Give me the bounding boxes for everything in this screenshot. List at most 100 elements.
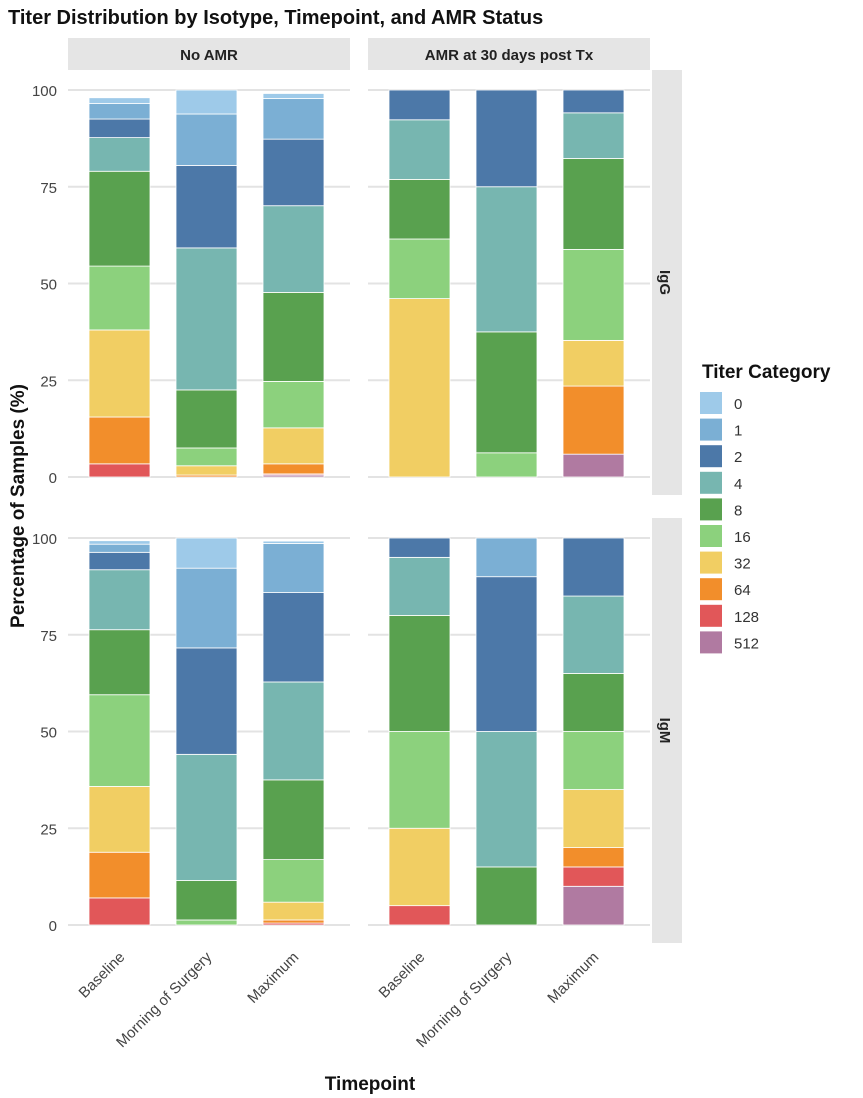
bar-segment-titer-32	[88, 786, 151, 853]
bar-segment-titer-8	[388, 615, 451, 732]
legend-swatch	[700, 392, 722, 414]
bar-segment-titer-8	[262, 779, 325, 860]
bar-segment-titer-32	[562, 789, 625, 848]
bar-segment-titer-2	[262, 138, 325, 207]
bar-segment-titer-8	[175, 880, 238, 921]
bar-segment-titer-4	[388, 119, 451, 180]
bar-segment-titer-128	[88, 897, 151, 926]
bar-segment-titer-4	[262, 205, 325, 293]
bar-segment-titer-64	[562, 847, 625, 868]
bar-segment-titer-128	[88, 463, 151, 478]
bar-segment-titer-32	[262, 901, 325, 921]
bar-segment-titer-16	[262, 859, 325, 903]
legend-swatch	[700, 498, 722, 521]
legend-label: 32	[734, 556, 751, 573]
y-axis-label: Percentage of Samples (%)	[8, 384, 29, 628]
bar-segment-titer-2	[88, 551, 151, 571]
bar-segment-titer-2	[388, 89, 451, 121]
bar-segment-titer-16	[175, 919, 238, 926]
bar-segment-titer-512	[562, 885, 625, 926]
bar-segment-titer-64	[88, 851, 151, 899]
bar-segment-titer-2	[475, 89, 538, 188]
bar-segment-titer-64	[88, 416, 151, 465]
bar-segment-titer-32	[388, 827, 451, 907]
legend-title: Titer Category	[702, 362, 831, 383]
bar-segment-titer-32	[88, 329, 151, 418]
facet-strip-col	[368, 38, 650, 70]
bar-segment-titer-8	[388, 178, 451, 240]
bar-segment-titer-16	[475, 452, 538, 478]
legend-label: 4	[734, 476, 742, 493]
facet-strip-row	[652, 70, 682, 495]
legend-label: 1	[734, 423, 742, 440]
bar-segment-titer-2	[475, 576, 538, 732]
bar-segment-titer-2	[88, 118, 151, 139]
legend-swatch	[700, 418, 722, 441]
y-tick-label: 100	[32, 531, 57, 548]
bar-segment-titer-16	[88, 265, 151, 331]
bar-segment-titer-32	[562, 339, 625, 387]
bar-segment-titer-1	[475, 537, 538, 578]
y-tick-label: 100	[32, 83, 57, 100]
bar-segment-titer-1	[88, 103, 151, 120]
bar-segment-titer-1	[262, 543, 325, 593]
bar-segment-titer-16	[262, 381, 325, 429]
y-tick-label: 0	[49, 470, 57, 487]
bar-segment-titer-0	[262, 540, 325, 544]
y-tick-label: 75	[40, 628, 57, 645]
bar-segment-titer-8	[175, 389, 238, 449]
bar-segment-titer-0	[262, 93, 325, 99]
bar-segment-titer-8	[562, 673, 625, 732]
bar-segment-titer-2	[175, 647, 238, 755]
x-tick-label: Morning of Surgery	[113, 948, 216, 1051]
y-tick-label: 50	[40, 277, 57, 294]
bar-segment-titer-0	[175, 89, 238, 115]
x-tick-label: Maximum	[544, 949, 602, 1007]
facet-strip-row	[652, 518, 682, 943]
bar-segment-titer-64	[562, 385, 625, 455]
legend-swatch	[700, 525, 722, 547]
facet-strip-col	[68, 38, 350, 70]
x-tick-label: Maximum	[244, 949, 302, 1007]
bar-segment-titer-4	[562, 112, 625, 159]
y-tick-label: 50	[40, 725, 57, 742]
legend-swatch	[700, 631, 722, 654]
bar-segment-titer-0	[175, 537, 238, 569]
bar-segment-titer-0	[88, 97, 151, 104]
bar-segment-titer-64	[262, 919, 325, 924]
facet-label-col: AMR at 30 days post Tx	[425, 47, 594, 64]
legend: Titer Category 0 1 2 4 8 16 32 64 128 512	[700, 362, 831, 654]
bar-segment-titer-4	[175, 247, 238, 391]
legend-label: 128	[734, 609, 759, 626]
y-tick-label: 25	[40, 821, 57, 838]
chart-title: Titer Distribution by Isotype, Timepoint…	[8, 7, 543, 29]
bar-segment-titer-4	[562, 595, 625, 674]
legend-label: 0	[734, 396, 742, 413]
bar-segment-titer-1	[175, 567, 238, 649]
legend-swatch	[700, 604, 722, 627]
bar-segment-titer-16	[88, 694, 151, 787]
bar-segment-titer-2	[562, 89, 625, 114]
x-axis-label: Timepoint	[325, 1074, 416, 1095]
bar-segment-titer-8	[475, 866, 538, 926]
bar-segment-titer-1	[88, 543, 151, 553]
bar-segment-titer-1	[262, 98, 325, 140]
bar-segment-titer-16	[388, 238, 451, 299]
legend-swatch	[700, 578, 722, 601]
x-tick-label: Morning of Surgery	[413, 948, 516, 1051]
facet-label-row: IgG	[656, 270, 673, 295]
legend-label: 2	[734, 449, 742, 466]
legend-label: 16	[734, 529, 751, 546]
bar-segment-titer-16	[388, 731, 451, 829]
bar-segment-titer-4	[262, 681, 325, 781]
bar-segment-titer-16	[562, 249, 625, 341]
legend-swatch	[700, 445, 722, 468]
y-tick-label: 0	[49, 918, 57, 935]
legend-swatch	[700, 471, 722, 494]
bar-segment-titer-128	[562, 866, 625, 887]
x-tick-label: Baseline	[76, 949, 129, 1002]
bar-segment-titer-2	[388, 537, 451, 558]
bar-segment-titer-2	[562, 537, 625, 597]
bar-segment-titer-32	[388, 298, 451, 478]
